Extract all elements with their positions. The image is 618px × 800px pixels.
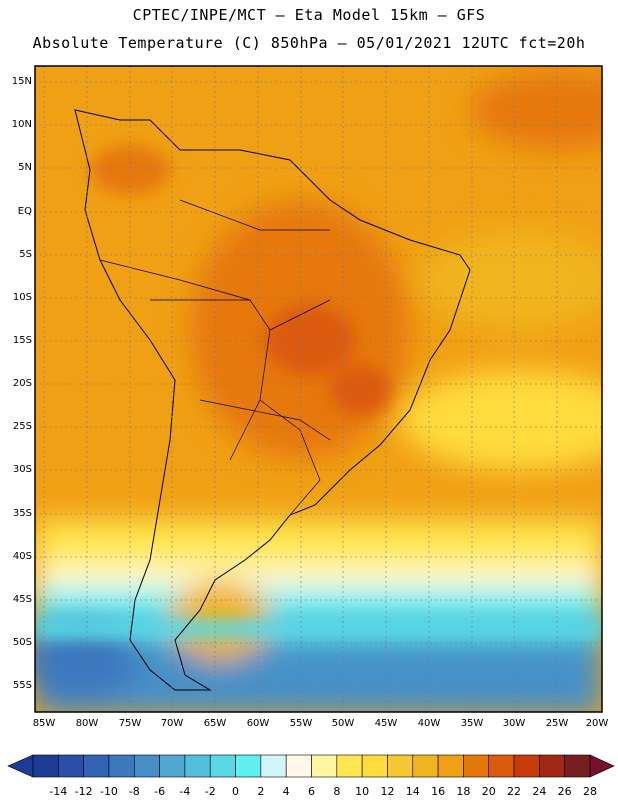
- coastline: [74, 109, 471, 691]
- colorbar-tick-label: 2: [257, 785, 265, 798]
- lon-label: 30W: [502, 718, 526, 729]
- country-borders: [99, 199, 331, 516]
- lat-label: 40S: [12, 551, 32, 562]
- colorbar-swatch: [133, 754, 160, 778]
- colorbar-swatch: [539, 754, 565, 778]
- colorbar-tick-label: 8: [333, 785, 341, 798]
- colorbar-tick-label: 16: [431, 785, 446, 798]
- colorbar-tick-label: -14: [49, 785, 68, 798]
- lon-label: 25W: [545, 718, 569, 729]
- colorbar-swatch: [209, 754, 236, 778]
- colorbar-swatch: [83, 754, 110, 778]
- lon-label: 45W: [374, 718, 398, 729]
- lon-label: 60W: [246, 718, 270, 729]
- lon-label: 55W: [289, 718, 313, 729]
- colorbar-tick-label: 4: [282, 785, 290, 798]
- colorbar-swatch: [108, 754, 135, 778]
- colorbar-swatch: [159, 754, 186, 778]
- colorbar-tick-label: 6: [308, 785, 315, 798]
- lon-label: 65W: [203, 718, 227, 729]
- lat-label: 5N: [18, 162, 32, 173]
- colorbar-tick-label: -2: [204, 785, 216, 798]
- colorbar-tick-label: 26: [557, 785, 572, 798]
- colorbar-tick-label: 22: [507, 785, 522, 798]
- colorbar-tick-label: 20: [481, 785, 496, 798]
- colorbar-tick-label: 18: [456, 785, 471, 798]
- lat-label: 45S: [12, 594, 32, 605]
- map-title: CPTEC/INPE/MCT – Eta Model 15km – GFS: [132, 6, 486, 24]
- colorbar-tick-label: 28: [583, 785, 597, 798]
- lat-label: 25S: [12, 421, 32, 432]
- map-subtitle: Absolute Temperature (C) 850hPa – 05/01/…: [32, 34, 586, 52]
- lon-label: 35W: [460, 718, 484, 729]
- colorbar-tick-label: -6: [154, 785, 166, 798]
- colorbar-swatch: [32, 754, 59, 778]
- colorbar-swatch: [260, 754, 287, 778]
- colorbar-swatch: [311, 754, 338, 778]
- colorbar-tick-label: 24: [532, 785, 547, 798]
- colorbar-tick-label: 12: [380, 785, 395, 798]
- map-border: [34, 65, 603, 713]
- lat-label: 10N: [11, 119, 32, 130]
- colorbar-swatch: [437, 754, 464, 778]
- colorbar-swatch: [285, 754, 312, 778]
- colorbar-swatch: [564, 754, 591, 778]
- colorbar: [7, 754, 615, 778]
- lat-label: 50S: [12, 637, 32, 648]
- colorbar-swatch: [361, 754, 388, 778]
- colorbar-tick-label: 0: [232, 785, 240, 798]
- lat-label: 10S: [12, 292, 32, 303]
- colorbar-swatch: [463, 754, 490, 778]
- lon-label: 70W: [160, 718, 184, 729]
- temperature-field: [35, 66, 602, 712]
- colorbar-high-arrow: [589, 754, 615, 778]
- colorbar-swatch: [184, 754, 211, 778]
- lat-label: 5S: [19, 249, 32, 260]
- colorbar-swatch: [412, 754, 439, 778]
- colorbar-swatch: [387, 754, 414, 778]
- lon-label: 80W: [75, 718, 99, 729]
- lat-label: 20S: [12, 378, 32, 389]
- colorbar-tick-label: 14: [405, 785, 420, 798]
- colorbar-swatch: [513, 754, 540, 778]
- lat-label: 15N: [11, 76, 32, 87]
- lat-label: 35S: [12, 508, 32, 519]
- lon-label: 85W: [32, 718, 56, 729]
- colorbar-swatch: [488, 754, 515, 778]
- colorbar-tick-label: -8: [128, 785, 140, 798]
- colorbar-tick-label: -4: [179, 785, 191, 798]
- colorbar-swatch: [336, 754, 363, 778]
- colorbar-tick-label: -12: [74, 785, 93, 798]
- colorbar-low-arrow: [7, 754, 34, 778]
- lon-label: 75W: [118, 718, 142, 729]
- lon-label: 50W: [331, 718, 355, 729]
- colorbar-swatch: [58, 754, 84, 778]
- lat-label: 15S: [12, 335, 32, 346]
- lon-label: 20W: [585, 718, 609, 729]
- colorbar-swatch: [235, 754, 262, 778]
- lat-label: 55S: [12, 680, 32, 691]
- lat-label: EQ: [17, 206, 32, 217]
- colorbar-tick-label: 10: [355, 785, 370, 798]
- lat-label: 30S: [12, 464, 32, 475]
- colorbar-tick-label: -10: [99, 785, 118, 798]
- lon-label: 40W: [417, 718, 441, 729]
